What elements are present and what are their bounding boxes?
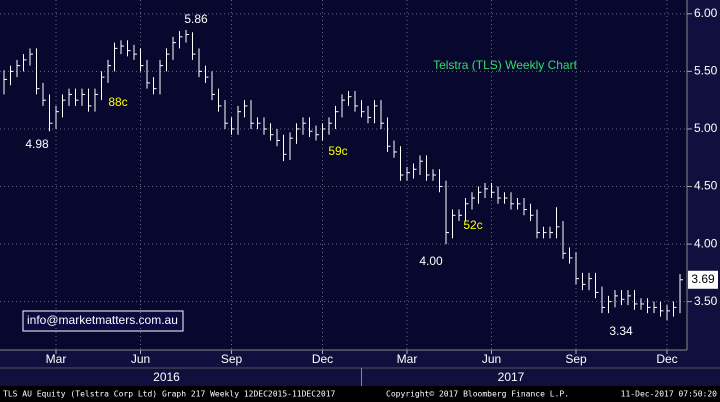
footer-left: TLS AU Equity (Telstra Corp Ltd) Graph 2… xyxy=(3,390,336,399)
x-tick-label: Jun xyxy=(131,352,150,366)
y-tick-label: 4.50 xyxy=(694,179,718,193)
info-box xyxy=(22,310,184,332)
x-tick-label: Sep xyxy=(565,352,587,366)
plot-area xyxy=(0,0,687,350)
annotation: 52c xyxy=(463,218,482,232)
annotation: 4.00 xyxy=(419,254,443,268)
y-tick-label: 6.00 xyxy=(694,6,718,20)
footer-bar xyxy=(0,386,720,402)
x-tick-label: Mar xyxy=(397,352,418,366)
x-tick-label: Jun xyxy=(482,352,501,366)
footer-right: 11-Dec-2017 07:50:20 xyxy=(621,390,718,399)
annotation: 88c xyxy=(108,95,127,109)
last-price-box xyxy=(688,270,718,289)
footer-mid: Copyright© 2017 Bloomberg Finance L.P. xyxy=(386,390,569,399)
annotation: 4.98 xyxy=(25,137,49,151)
y-tick-label: 5.50 xyxy=(694,64,718,78)
annotation: 3.34 xyxy=(609,324,633,338)
annotation: 5.86 xyxy=(184,12,208,26)
annotation: Telstra (TLS) Weekly Chart xyxy=(433,58,577,72)
x-tick-label: Sep xyxy=(221,352,243,366)
y-tick-label: 5.00 xyxy=(694,121,718,135)
annotation: 59c xyxy=(328,144,347,158)
y-tick-label: 3.50 xyxy=(694,294,718,308)
last-price-label: 3.69 xyxy=(691,272,715,286)
year-label: 2017 xyxy=(498,370,525,384)
year-label: 2016 xyxy=(153,370,180,384)
y-tick-label: 4.00 xyxy=(694,236,718,250)
x-tick-label: Dec xyxy=(312,352,333,366)
x-tick-label: Dec xyxy=(656,352,677,366)
x-tick-label: Mar xyxy=(46,352,67,366)
info-text: info@marketmatters.com.au xyxy=(27,313,178,327)
